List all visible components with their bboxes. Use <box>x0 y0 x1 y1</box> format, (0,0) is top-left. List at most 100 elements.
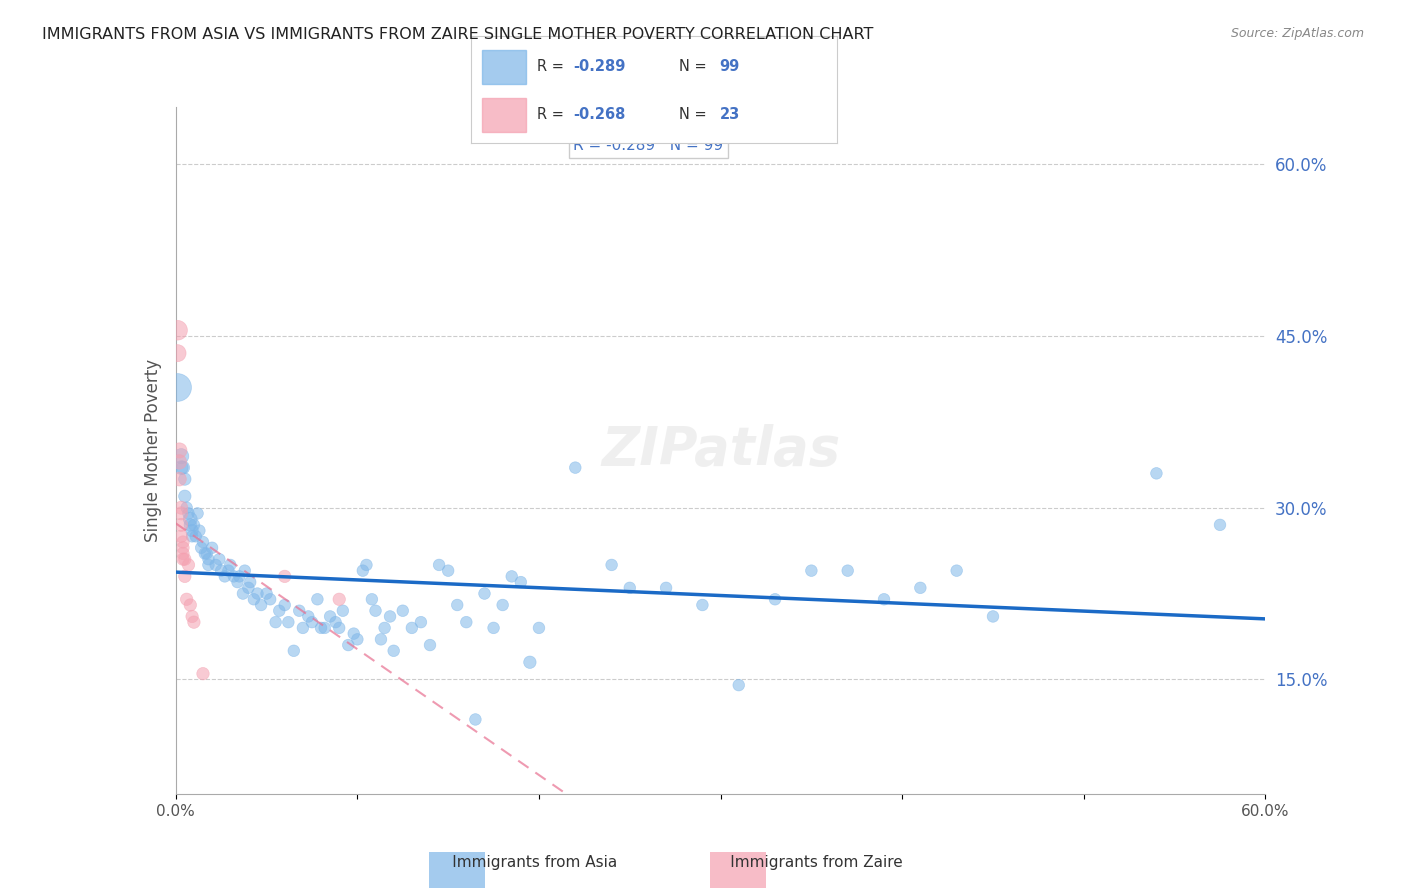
Point <box>226 575 249 590</box>
Point <box>166 323 188 337</box>
Point <box>264 615 287 630</box>
Point <box>173 569 195 583</box>
Point <box>474 586 496 600</box>
Point <box>197 558 219 572</box>
Point <box>197 552 219 566</box>
Text: -0.268: -0.268 <box>574 107 626 122</box>
Point <box>177 507 200 521</box>
Point <box>328 592 350 607</box>
Point <box>501 569 523 583</box>
Point <box>170 449 193 463</box>
Text: 99: 99 <box>720 59 740 74</box>
Point <box>277 615 299 630</box>
Point <box>519 655 541 669</box>
Point <box>181 529 204 543</box>
Point <box>291 621 314 635</box>
Point <box>352 564 374 578</box>
Point <box>401 621 423 635</box>
Point <box>259 592 281 607</box>
Point <box>219 558 242 572</box>
Point <box>172 460 194 475</box>
Point <box>437 564 460 578</box>
Point <box>170 500 193 515</box>
Point <box>456 615 478 630</box>
Point <box>201 541 224 555</box>
Point <box>183 615 205 630</box>
Text: -0.289: -0.289 <box>574 59 626 74</box>
Text: Immigrants from Asia: Immigrants from Asia <box>423 855 617 870</box>
Point <box>169 455 191 469</box>
Point <box>374 621 396 635</box>
Point <box>288 604 311 618</box>
Point <box>169 443 191 458</box>
Point <box>250 598 273 612</box>
Text: R =: R = <box>537 59 568 74</box>
Point <box>283 644 305 658</box>
Point <box>314 621 336 635</box>
Point <box>183 517 205 532</box>
Point <box>166 380 188 394</box>
Point <box>600 558 623 572</box>
Point <box>176 500 198 515</box>
Point <box>179 598 201 612</box>
Point <box>256 586 278 600</box>
Text: R = -0.289   N = 99: R = -0.289 N = 99 <box>574 138 724 153</box>
Point <box>173 552 195 566</box>
Point <box>981 609 1004 624</box>
Point <box>382 644 405 658</box>
Point <box>243 592 266 607</box>
Point <box>837 564 859 578</box>
Point <box>337 638 360 652</box>
Point <box>325 615 347 630</box>
Point <box>217 564 239 578</box>
Point <box>343 626 366 640</box>
Point <box>208 552 231 566</box>
Point <box>170 507 193 521</box>
Point <box>309 621 332 635</box>
Point <box>328 621 350 635</box>
Bar <box>482 50 526 84</box>
Point <box>509 575 531 590</box>
Point <box>239 575 262 590</box>
Point <box>172 541 194 555</box>
Point <box>692 598 714 612</box>
Point <box>727 678 749 692</box>
Point <box>763 592 786 607</box>
Point <box>181 524 204 538</box>
Text: N =: N = <box>679 107 711 122</box>
Point <box>173 489 195 503</box>
Point <box>564 460 586 475</box>
Point <box>194 546 217 561</box>
Point <box>370 632 392 647</box>
Point <box>619 581 641 595</box>
Point <box>172 535 194 549</box>
Point <box>177 558 200 572</box>
Point <box>1209 517 1232 532</box>
Text: 23: 23 <box>720 107 740 122</box>
Point <box>166 346 188 360</box>
Point <box>356 558 378 572</box>
Point <box>172 552 194 566</box>
Point <box>527 621 550 635</box>
Point <box>464 713 486 727</box>
Point <box>188 524 211 538</box>
Point <box>873 592 896 607</box>
Point <box>228 569 250 583</box>
Point <box>186 507 209 521</box>
Point <box>269 604 291 618</box>
Point <box>492 598 515 612</box>
Point <box>222 569 245 583</box>
Point <box>179 512 201 526</box>
Text: Source: ZipAtlas.com: Source: ZipAtlas.com <box>1230 27 1364 40</box>
Point <box>204 558 226 572</box>
Text: N =: N = <box>679 59 711 74</box>
Point <box>655 581 678 595</box>
Y-axis label: Single Mother Poverty: Single Mother Poverty <box>143 359 162 542</box>
Point <box>1146 467 1168 481</box>
Point <box>195 546 218 561</box>
Point <box>319 609 342 624</box>
Point <box>214 569 236 583</box>
Point <box>181 609 204 624</box>
Point <box>173 472 195 486</box>
Point <box>482 621 505 635</box>
